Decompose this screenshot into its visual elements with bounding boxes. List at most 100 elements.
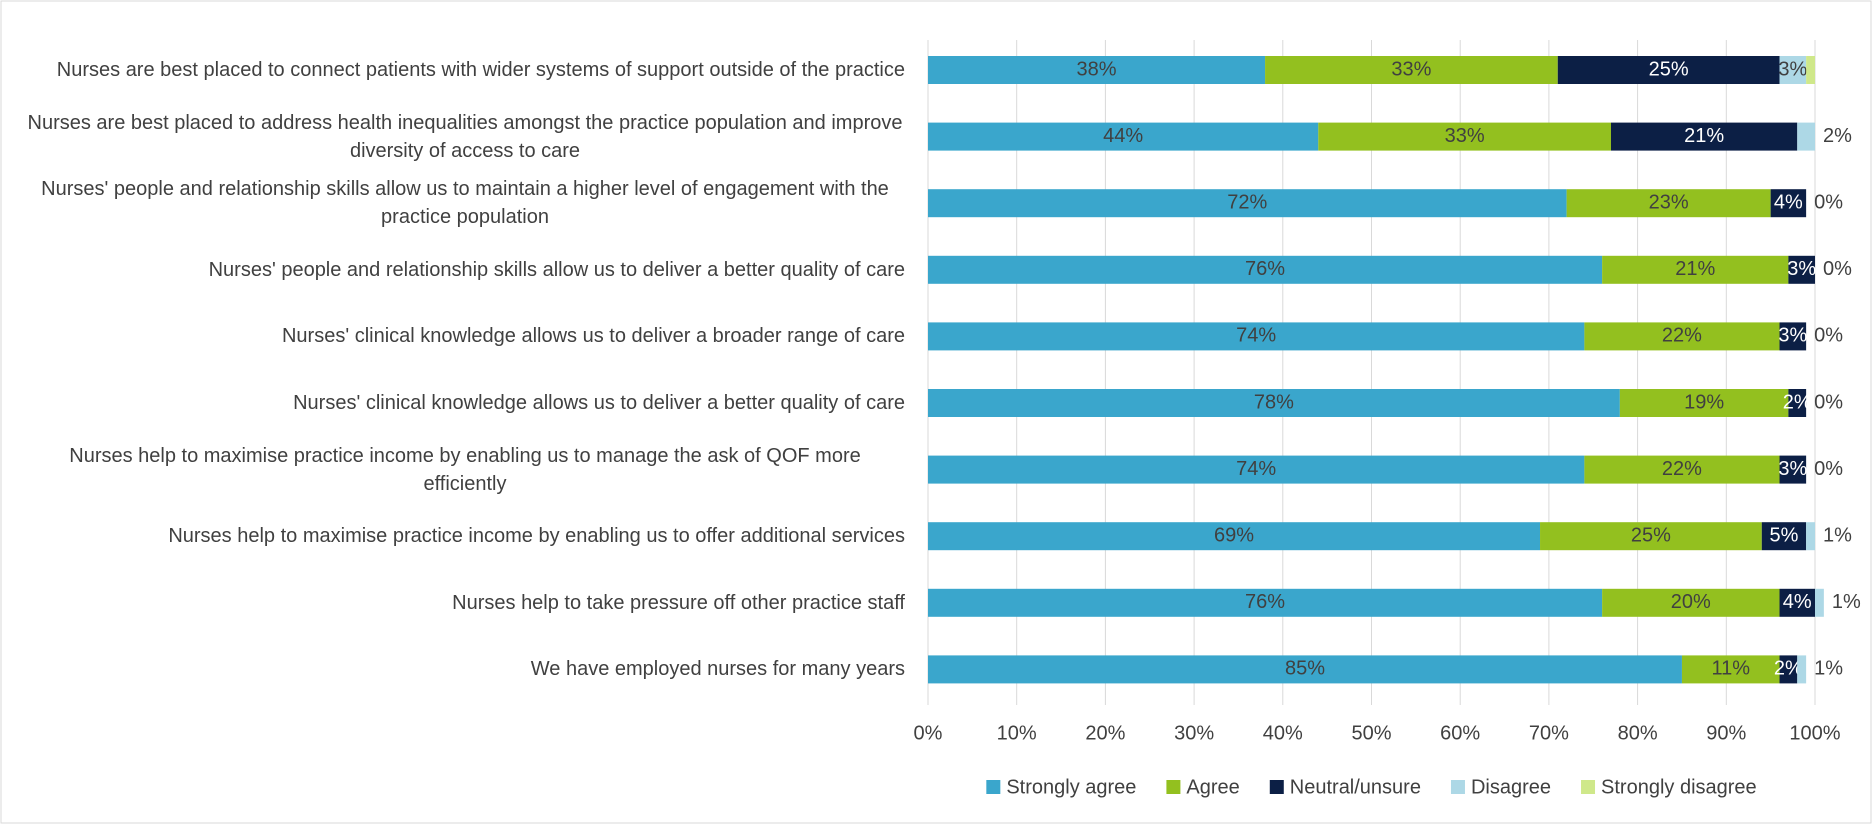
bar-segment [1779,56,1807,84]
x-tick-label: 20% [1085,722,1125,744]
bar-segment [1610,122,1798,151]
bar-segment [928,189,1567,218]
bar-segment [1779,322,1807,351]
category-text: Nurses help to maximise practice income … [168,525,905,548]
bar-segment [928,122,1319,151]
x-tick-label: 50% [1351,722,1391,744]
bar-segment [1584,322,1780,351]
bar-segment [1318,122,1611,151]
data-label: 78% [1254,391,1294,413]
data-label: 22% [1662,325,1702,347]
category-label: Nurses help to maximise practice income … [25,442,905,498]
legend-swatch [1450,780,1465,794]
data-label: 2% [1774,658,1803,680]
data-label: 74% [1236,458,1276,480]
bar-segment [1806,522,1815,551]
data-label: 21% [1675,258,1715,280]
data-label: 85% [1285,658,1325,680]
data-label: 3% [1778,325,1807,347]
category-label: Nurses help to take pressure off other p… [25,589,905,617]
data-label: 5% [1770,524,1799,546]
bar-segment [1619,389,1789,417]
category-label: Nurses' clinical knowledge allows us to … [25,322,905,350]
legend-label: Disagree [1471,776,1551,798]
data-label: 4% [1783,591,1812,613]
bar-segment [1797,122,1815,151]
data-label: 22% [1662,458,1702,480]
data-label: 69% [1214,524,1254,546]
bar-segment [1788,389,1807,417]
data-label: 0% [1823,258,1852,280]
category-text: Nurses are best placed to connect patien… [56,59,905,81]
legend-label: Agree [1186,776,1239,798]
bar-segment [928,56,1266,84]
bar-segment [928,389,1620,417]
x-tick-label: 30% [1174,722,1214,744]
bar-segment [1602,255,1789,284]
category-label: Nurses are best placed to connect patien… [25,56,905,84]
bar-segment [928,255,1603,284]
data-label: 1% [1823,524,1852,546]
bar-segment [1584,455,1780,484]
data-label: 25% [1631,524,1671,546]
bar-segment [1779,588,1815,617]
x-tick-label: 70% [1529,722,1569,744]
bar-segment [1540,522,1762,551]
data-label: 0% [1814,191,1843,213]
data-label: 21% [1684,125,1724,147]
x-tick-label: 60% [1440,722,1480,744]
legend-swatch [1166,780,1181,794]
data-label: 3% [1787,258,1816,280]
bar-segment [1265,56,1558,84]
data-label: 74% [1236,325,1276,347]
category-label: Nurses' people and relationship skills a… [25,175,905,231]
x-tick-label: 90% [1706,722,1746,744]
category-text: Nurses are best placed to address health… [27,111,903,162]
data-label: 76% [1245,591,1285,613]
x-tick-label: 40% [1263,722,1303,744]
data-label: 20% [1671,591,1711,613]
bar-segment [1788,255,1815,284]
x-tick-label: 0% [914,722,943,744]
category-text: Nurses' people and relationship skills a… [208,258,905,281]
legend-swatch [986,780,1001,794]
x-tick-label: 10% [997,722,1037,744]
category-text: We have employed nurses for many years [530,658,905,681]
bar-segment [1779,455,1807,484]
data-label: 1% [1832,591,1861,613]
bar-segment [1806,56,1815,84]
bar-segment [1602,588,1780,617]
bar-segment [928,655,1682,684]
data-label: 2% [1823,125,1852,147]
data-label: 19% [1684,391,1724,413]
category-text: Nurses' clinical knowledge allows us to … [293,392,905,414]
data-label: 4% [1774,191,1803,213]
data-label: 72% [1227,191,1267,213]
data-label: 0% [1814,458,1843,480]
data-label: 0% [1814,391,1843,413]
bar-segment [1681,655,1780,684]
category-text: Nurses help to take pressure off other p… [452,591,905,614]
bar-segment [1797,655,1807,684]
data-label: 44% [1103,125,1143,147]
data-label: 3% [1778,58,1807,80]
category-label: We have employed nurses for many years [25,655,905,683]
bar-segment [1557,56,1780,84]
bar-segment [928,455,1585,484]
bar-segment [1779,655,1798,684]
bar-segment [1761,522,1807,551]
bar-segment [1566,189,1771,218]
data-label: 23% [1649,191,1689,213]
x-tick-label: 80% [1618,722,1658,744]
bar-segment [1770,189,1807,218]
legend-swatch [1269,780,1284,794]
legend-label: Strongly disagree [1601,776,1757,798]
bar-segment [928,588,1603,617]
category-text: Nurses' people and relationship skills a… [41,178,889,229]
data-label: 33% [1445,125,1485,147]
legend-label: Neutral/unsure [1290,776,1421,798]
data-label: 3% [1778,458,1807,480]
